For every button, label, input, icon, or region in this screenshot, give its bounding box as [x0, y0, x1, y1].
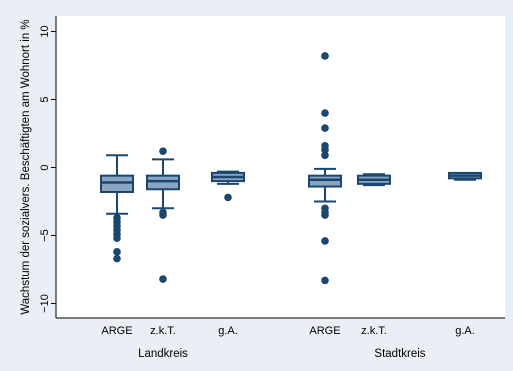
x-group-label: Landkreis [138, 348, 188, 360]
outlier-point [321, 124, 329, 132]
outlier-point [159, 211, 167, 219]
box-series [100, 52, 482, 285]
y-tick-label: −5 [39, 229, 51, 242]
y-axis-title: Wachstum der sozialvers. Beschäftigten a… [20, 19, 32, 314]
outlier-point [113, 248, 121, 256]
x-category-label: z.k.T. [361, 325, 387, 337]
outlier-point [321, 276, 329, 285]
y-tick-label: 5 [39, 96, 51, 102]
y-tick-label: −10 [39, 294, 51, 313]
x-group-label: Stadtkreis [374, 348, 425, 360]
x-category-label: ARGE [101, 325, 132, 337]
outlier-point [321, 109, 329, 117]
x-category-label: g.A. [218, 325, 238, 337]
outlier-point [159, 275, 167, 283]
outlier-point [321, 237, 329, 245]
outlier-point [159, 147, 167, 155]
x-category-label: g.A. [455, 325, 475, 337]
box-1 [100, 154, 134, 263]
box-5 [357, 173, 391, 187]
x-axis-labels: ARGE z.k.T. g.A. ARGE z.k.T. g.A. Landkreis Sta… [101, 325, 474, 360]
box-6 [448, 171, 482, 181]
y-tick-label: 0 [39, 164, 51, 170]
outlier-point [113, 254, 121, 263]
box-4 [308, 52, 342, 285]
outlier-point [113, 234, 121, 243]
iqr-box [146, 174, 180, 191]
outlier-point [321, 146, 329, 154]
iqr-box [100, 174, 134, 193]
box-2 [146, 147, 180, 283]
outlier-point [321, 52, 329, 60]
y-tick-label: 10 [39, 25, 51, 37]
y-axis-ticks: −10 −5 0 5 10 [39, 25, 56, 313]
iqr-box [308, 174, 342, 188]
outlier-point [224, 193, 232, 202]
x-category-label: ARGE [309, 325, 340, 337]
outlier-point [321, 151, 329, 160]
outlier-point [321, 211, 329, 219]
plot-area [56, 16, 505, 318]
x-category-label: z.k.T. [150, 325, 176, 337]
box-3 [211, 170, 245, 202]
